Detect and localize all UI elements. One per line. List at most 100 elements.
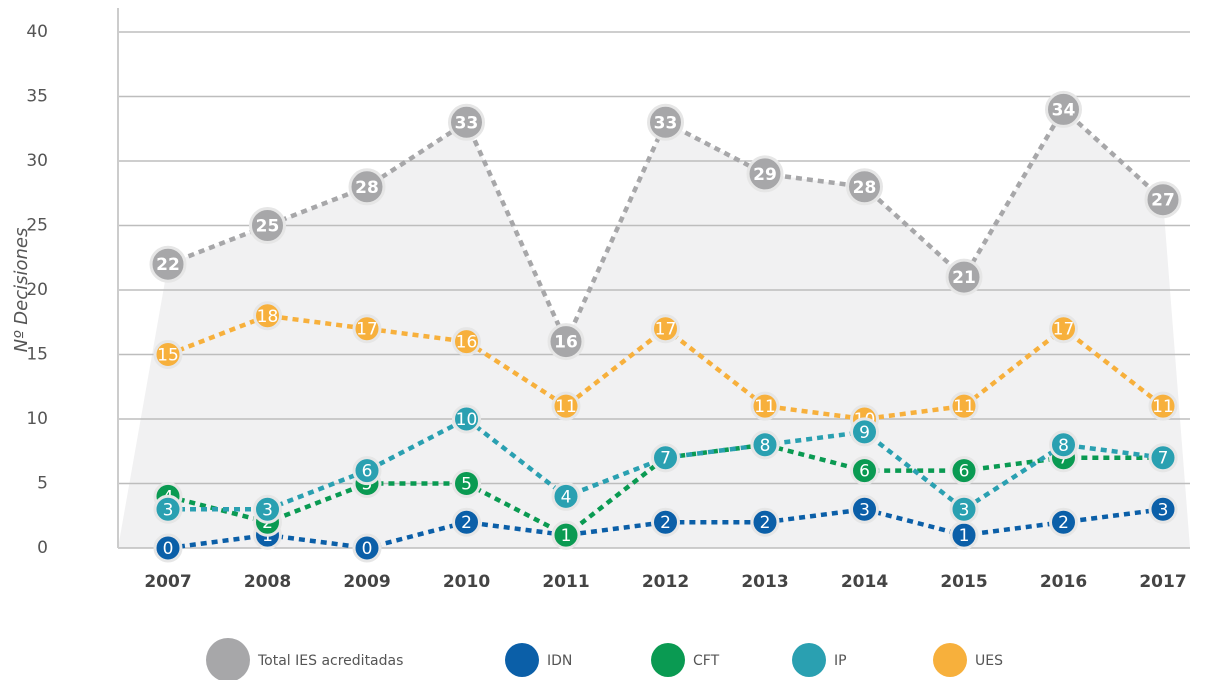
data-label: 2: [760, 513, 771, 533]
point: [452, 404, 481, 434]
data-label: 33: [654, 113, 678, 133]
data-label: 3: [163, 500, 174, 520]
legend-label: Total IES acreditadas: [257, 653, 403, 669]
point: [551, 520, 581, 550]
point: [452, 469, 481, 498]
data-label: 9: [859, 423, 870, 443]
data-label: 3: [859, 500, 870, 520]
data-label: 11: [555, 397, 577, 417]
data-label: 5: [461, 475, 472, 495]
point: [153, 494, 183, 524]
series: 3 3 6 10 4 7 8 9 3 8 7: [153, 404, 1178, 524]
data-label: 28: [355, 178, 379, 198]
x-tick-label: 2010: [443, 572, 490, 592]
data-label: 1: [561, 526, 572, 546]
data-label: 0: [163, 539, 174, 559]
data-label: 17: [1053, 320, 1075, 340]
data-label: 11: [953, 397, 975, 417]
point: [850, 456, 879, 486]
data-label: 7: [660, 449, 671, 469]
data-label: 3: [262, 500, 273, 520]
data-label: 22: [156, 255, 180, 275]
point: [846, 168, 883, 206]
y-tick-label: 35: [26, 87, 48, 107]
point: [1049, 507, 1078, 537]
y-tick-label: 40: [26, 22, 48, 42]
y-tick-label: 0: [37, 538, 48, 558]
data-label: 1: [959, 526, 970, 546]
point: [1148, 391, 1178, 421]
data-label: 0: [362, 539, 373, 559]
point: [850, 417, 879, 447]
data-label: 6: [859, 462, 870, 482]
data-label: 11: [754, 397, 776, 417]
point: [1144, 181, 1182, 219]
y-tick-label: 15: [26, 345, 48, 365]
point: [651, 507, 680, 537]
x-tick-label: 2015: [940, 572, 987, 592]
legend-marker: [505, 643, 539, 677]
y-tick-label: 10: [26, 409, 48, 429]
data-label: 10: [456, 410, 478, 430]
point: [750, 391, 780, 421]
data-label: 3: [959, 500, 970, 520]
data-label: 34: [1052, 100, 1076, 120]
point: [547, 323, 585, 361]
point: [750, 430, 780, 460]
point: [452, 327, 481, 357]
point: [949, 456, 979, 486]
data-label: 6: [362, 462, 373, 482]
y-axis-label: Nº Decisiones: [11, 228, 32, 353]
legend-marker: [651, 643, 685, 677]
legend-label: IDN: [547, 653, 572, 669]
line: [167, 105, 1165, 348]
x-tick-label: 2009: [343, 572, 390, 592]
point: [750, 507, 780, 537]
data-label: 29: [753, 165, 777, 185]
point: [949, 494, 979, 524]
data-label: 16: [456, 333, 478, 353]
point: [1045, 90, 1082, 128]
data-label: 2: [461, 513, 472, 533]
x-tick-label: 2012: [642, 572, 689, 592]
point: [149, 245, 187, 283]
y-tick-label: 5: [37, 474, 48, 494]
point: [253, 494, 282, 524]
point: [1148, 443, 1178, 473]
data-label: 8: [760, 436, 771, 456]
y-tick-label: 25: [26, 216, 48, 236]
data-label: 33: [455, 113, 479, 133]
point: [647, 103, 684, 141]
legend-label: IP: [834, 653, 847, 669]
y-tick-label: 30: [26, 151, 48, 171]
data-label: 6: [959, 462, 970, 482]
point: [746, 155, 784, 193]
data-label: 18: [257, 307, 279, 327]
data-label: 17: [655, 320, 677, 340]
line: [167, 507, 1164, 551]
point: [850, 494, 879, 524]
point: [249, 207, 286, 244]
data-label: 3: [1158, 500, 1169, 520]
x-tick-label: 2013: [741, 572, 788, 592]
point: [352, 533, 382, 563]
data-label: 2: [1058, 513, 1069, 533]
point: [945, 258, 983, 296]
data-label: 2: [660, 513, 671, 533]
x-tick-label: 2008: [244, 572, 291, 592]
data-label: 28: [853, 178, 877, 198]
point: [153, 533, 183, 563]
point: [949, 391, 979, 421]
point: [448, 103, 485, 141]
point: [651, 443, 680, 473]
line: [167, 442, 1163, 538]
point: [1148, 494, 1178, 524]
point: [551, 391, 581, 421]
data-label: 11: [1152, 397, 1174, 417]
legend-marker: [792, 643, 826, 677]
data-label: 21: [952, 268, 976, 288]
data-label: 25: [256, 217, 280, 237]
data-label: 16: [554, 333, 578, 353]
data-label: 17: [356, 320, 378, 340]
